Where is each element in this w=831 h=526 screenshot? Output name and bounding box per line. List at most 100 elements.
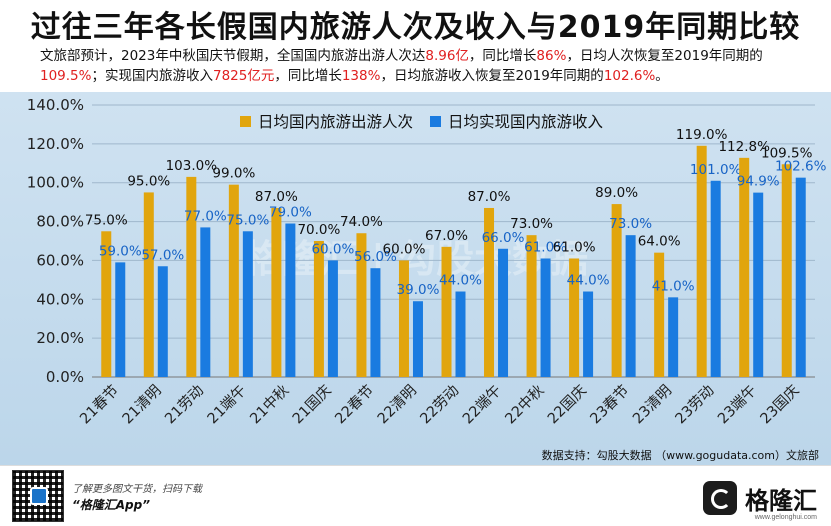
bar-series1 [398,260,409,377]
data-label-series1: 87.0% [468,189,511,205]
data-label-series2: 94.9% [737,174,780,190]
data-label-series2: 44.0% [567,273,610,289]
bar-series1 [186,176,197,377]
data-label-series2: 61.0% [524,239,567,255]
footer-app-name: “格隆汇App” [72,498,150,512]
y-tick-label: 0.0% [46,368,84,386]
x-tick-label: 22国庆 [544,382,590,428]
y-tick-label: 140.0% [27,96,84,114]
data-label-series1: 74.0% [340,214,383,230]
brand-icon [703,481,737,515]
subtitle-highlight: 102.6% [603,68,656,84]
bar-series1 [611,204,622,377]
data-label-series2: 102.6% [775,159,827,175]
bar-series2 [157,266,168,377]
bar-series1 [781,164,792,377]
subtitle-text: 文旅部预计，2023年中秋国庆节假期，全国国内旅游出游人次达 [40,48,426,64]
x-tick-label: 23劳动 [672,382,718,428]
data-label-series2: 57.0% [141,247,184,263]
bar-series2 [200,227,211,377]
subtitle-highlight: 8.96亿 [425,48,469,64]
data-label-series2: 59.0% [99,243,142,259]
bar-series2 [285,223,296,377]
data-label-series2: 44.0% [439,273,482,289]
bar-series1 [484,207,495,377]
data-label-series2: 73.0% [609,216,652,232]
data-label-series1: 119.0% [676,127,728,143]
subtitle-text: 。 [655,68,669,84]
bar-series2 [795,177,806,377]
data-label-series1: 95.0% [127,173,170,189]
x-tick-label: 22中秋 [502,381,548,427]
header: 过往三年各长假国内旅游人次及收入与2019年同期比较 文旅部预计，2023年中秋… [0,0,831,92]
bar-series2 [753,192,764,377]
subtitle-highlight: 109.5% [40,68,92,84]
bar-series1 [143,192,154,377]
data-label-series1: 60.0% [383,241,426,257]
y-tick-label: 100.0% [27,174,84,192]
bar-series2 [370,268,381,377]
bar-series1 [101,231,112,377]
bar-series2 [668,297,679,377]
subtitle-text: ，日均人次恢复至2019年同期的 [566,48,763,64]
data-label-series2: 60.0% [311,241,354,257]
bar-chart: 格隆汇 | 勾股大数据0.0%20.0%40.0%60.0%80.0%100.0… [27,96,827,428]
x-tick-label: 21清明 [119,382,165,428]
data-label-series2: 79.0% [269,205,312,221]
data-label-series2: 77.0% [184,208,227,224]
bar-series1 [271,207,282,377]
brand-name: 格隆汇 [745,486,817,515]
bar-series1 [526,235,537,377]
bar-series2 [625,235,636,377]
data-label-series1: 75.0% [85,212,128,228]
data-label-series2: 75.0% [226,212,269,228]
bar-series1 [569,258,580,377]
bar-series2 [455,291,466,377]
bar-series2 [710,180,721,377]
x-tick-label: 23清明 [629,382,675,428]
x-tick-label: 23春节 [587,382,633,428]
footer [0,465,831,526]
subtitle-text: ；实现国内旅游收入 [91,68,213,84]
subtitle-text: ，同比增长 [468,48,537,64]
data-label-series1: 87.0% [255,189,298,205]
y-tick-label: 40.0% [36,290,84,308]
legend-label-series1: 日均国内旅游出游人次 [258,113,413,131]
data-label-series1: 99.0% [212,166,255,182]
data-label-series1: 64.0% [638,234,681,250]
data-label-series2: 101.0% [690,162,742,178]
x-tick-label: 22劳动 [417,382,463,428]
y-tick-label: 20.0% [36,329,84,347]
bar-series1 [696,145,707,377]
bar-series1 [441,246,452,377]
data-label-series2: 41.0% [652,278,695,294]
subtitle-text: ，同比增长 [274,68,342,84]
bar-series2 [583,291,594,377]
bar-series1 [654,252,665,377]
subtitle-text: ，日均旅游收入恢复至2019年同期的 [380,68,604,84]
bar-series2 [115,262,126,377]
brand-logo: 格隆汇 [703,478,817,518]
x-tick-label: 22端午 [459,382,505,428]
data-label-series1: 112.8% [718,139,770,155]
bar-series2 [540,258,551,377]
data-source: 数据支持：勾股大数据 （www.gogudata.com）文旅部 [541,449,819,462]
x-tick-label: 21国庆 [289,382,335,428]
data-label-series2: 39.0% [397,282,440,298]
x-tick-label: 22春节 [332,382,378,428]
x-tick-label: 23国庆 [757,382,803,428]
data-label-series1: 73.0% [510,216,553,232]
x-tick-label: 21春节 [77,382,123,428]
x-tick-label: 21端午 [204,382,250,428]
bar-series2 [242,231,253,377]
data-label-series2: 56.0% [354,249,397,265]
y-tick-label: 120.0% [27,135,84,153]
x-tick-label: 21劳动 [162,382,208,428]
bar-series2 [498,248,509,377]
subtitle: 文旅部预计，2023年中秋国庆节假期，全国国内旅游出游人次达8.96亿，同比增长… [40,46,820,86]
legend-swatch-series1 [240,116,251,127]
page-title: 过往三年各长假国内旅游人次及收入与2019年同期比较 [30,10,801,45]
x-tick-label: 21中秋 [247,381,293,427]
data-label-series1: 89.0% [595,185,638,201]
